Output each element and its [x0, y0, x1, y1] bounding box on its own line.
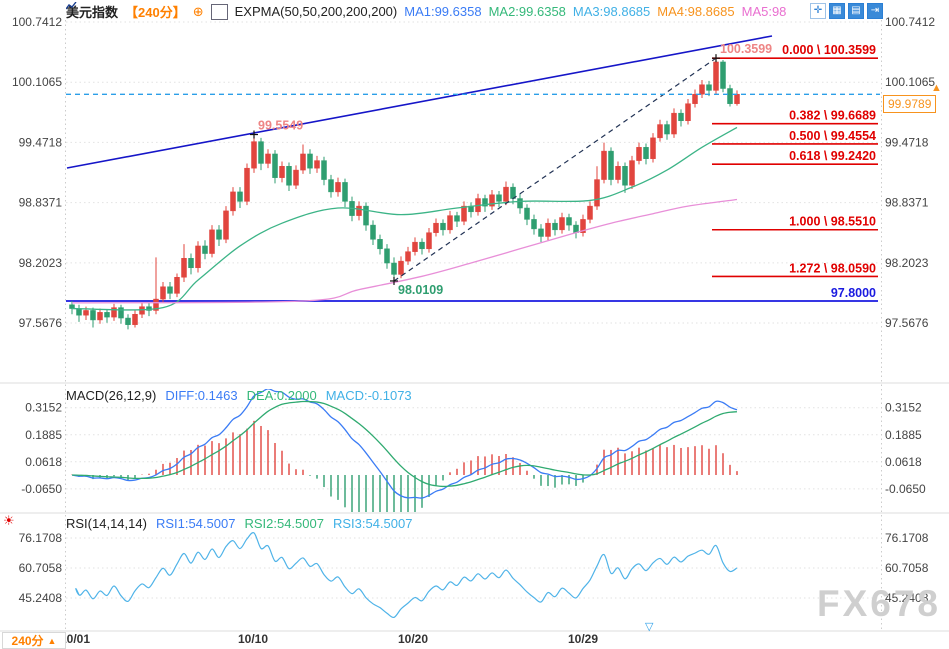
timeframe-arrow-icon: ▲: [47, 635, 57, 646]
svg-text:76.1708: 76.1708: [885, 531, 929, 545]
svg-text:97.5676: 97.5676: [885, 316, 929, 330]
macd-label[interactable]: MACD(26,12,9): [66, 388, 157, 403]
svg-text:98.0109: 98.0109: [398, 283, 443, 297]
svg-text:45.2408: 45.2408: [885, 591, 929, 605]
svg-text:100.7412: 100.7412: [885, 15, 935, 29]
period-label[interactable]: 【240分】: [125, 5, 186, 20]
svg-text:10/29: 10/29: [568, 632, 598, 646]
annotations: 100.3599 99.5549 98.0109: [250, 42, 772, 297]
svg-text:98.2023: 98.2023: [885, 256, 929, 270]
svg-text:0.1885: 0.1885: [25, 428, 62, 442]
crosshair-icon[interactable]: ✛: [810, 3, 826, 19]
price-up-arrow-icon: ▲: [931, 82, 942, 94]
ma1-value: MA1:99.6358: [404, 4, 482, 19]
chart-toolbar: ✛ ▦ ▤ ⇥: [810, 3, 883, 19]
svg-text:0.382 \ 99.6689: 0.382 \ 99.6689: [789, 109, 876, 123]
svg-text:98.8371: 98.8371: [885, 196, 929, 210]
rsi3-value: RSI3:54.5007: [332, 516, 413, 531]
svg-text:45.2408: 45.2408: [19, 591, 63, 605]
svg-text:1.000 \ 98.5510: 1.000 \ 98.5510: [789, 215, 876, 229]
ma4-value: MA4:98.8685: [657, 4, 735, 19]
expma-lines: [71, 126, 738, 311]
sun-indicator-icon[interactable]: ☀: [3, 513, 15, 528]
rsi1-value: RSI1:54.5007: [155, 516, 236, 531]
rsi2-value: RSI2:54.5007: [244, 516, 324, 531]
svg-text:100.3599: 100.3599: [720, 42, 772, 56]
svg-text:1.272 \ 98.0590: 1.272 \ 98.0590: [789, 261, 876, 275]
instrument-title: 美元指数: [66, 5, 119, 20]
svg-text:10/20: 10/20: [398, 632, 428, 646]
svg-text:98.2023: 98.2023: [19, 256, 63, 270]
macd-diff-value: DIFF:0.1463: [165, 388, 238, 403]
macd-header: MACD(26,12,9) DIFF:0.1463 DEA:0.2000 MAC…: [66, 388, 412, 403]
svg-text:0.000 \ 100.3599: 0.000 \ 100.3599: [782, 43, 876, 57]
svg-text:0.618 \ 99.2420: 0.618 \ 99.2420: [789, 149, 876, 163]
axis-scale-icon[interactable]: ▦: [829, 3, 845, 19]
svg-text:97.5676: 97.5676: [19, 316, 63, 330]
ma2-value: MA2:99.6358: [488, 4, 566, 19]
rsi-header: RSI(14,14,14) RSI1:54.5007 RSI2:54.5007 …: [66, 516, 412, 531]
watermark: FX678: [816, 583, 941, 624]
svg-text:0.0618: 0.0618: [25, 455, 62, 469]
ma5-value: MA5:98: [741, 4, 787, 19]
rsi-panel: [75, 531, 738, 619]
svg-text:76.1708: 76.1708: [19, 531, 63, 545]
svg-text:99.5549: 99.5549: [258, 119, 303, 133]
svg-text:0.500 \ 99.4554: 0.500 \ 99.4554: [789, 129, 876, 143]
expma-label[interactable]: EXPMA(50,50,200,200,200): [234, 4, 398, 19]
timeframe-badge[interactable]: 240分 ▲: [2, 632, 66, 649]
candlestick-chart-icon[interactable]: [66, 2, 228, 20]
scroll-marker-icon[interactable]: ▽: [645, 621, 654, 633]
circled-plus-icon[interactable]: ⊕: [192, 3, 204, 19]
candles: [69, 58, 740, 330]
svg-text:99.4718: 99.4718: [19, 135, 63, 149]
date-labels: 10/01 10/10 10/20 10/29: [60, 632, 598, 646]
export-icon[interactable]: ⇥: [867, 3, 883, 19]
svg-text:10/10: 10/10: [238, 632, 268, 646]
current-price-tag: 99.9789: [883, 95, 937, 113]
svg-text:60.7058: 60.7058: [885, 561, 929, 575]
rsi-label[interactable]: RSI(14,14,14): [66, 516, 147, 531]
svg-text:-0.0650: -0.0650: [885, 482, 926, 496]
svg-text:100.1065: 100.1065: [12, 75, 62, 89]
macd-panel: [71, 389, 738, 512]
svg-text:100.1065: 100.1065: [885, 75, 935, 89]
svg-text:60.7058: 60.7058: [19, 561, 63, 575]
svg-text:0.0618: 0.0618: [885, 455, 922, 469]
axis-labels: 100.7412 100.7412 100.1065 100.1065 99.4718 9…: [12, 15, 935, 605]
svg-text:10/01: 10/01: [60, 632, 90, 646]
svg-text:0.3152: 0.3152: [25, 401, 62, 415]
svg-text:99.4718: 99.4718: [885, 135, 929, 149]
svg-text:0.1885: 0.1885: [885, 428, 922, 442]
svg-text:98.8371: 98.8371: [19, 196, 63, 210]
fib-levels: 0.000 \ 100.3599 0.382 \ 99.6689 0.500 \ 9…: [712, 43, 878, 300]
timeframe-label: 240分: [11, 634, 44, 648]
ma3-value: MA3:98.8685: [572, 4, 651, 19]
indicator-panel-icon[interactable]: ▤: [848, 3, 864, 19]
svg-text:-0.0650: -0.0650: [21, 482, 62, 496]
svg-text:97.8000: 97.8000: [831, 286, 876, 300]
svg-text:100.7412: 100.7412: [12, 15, 62, 29]
macd-dea-value: DEA:0.2000: [246, 388, 317, 403]
trend-lines: [66, 35, 773, 282]
svg-text:0.3152: 0.3152: [885, 401, 922, 415]
chart-header: 美元指数 【240分】 ⊕ EXPMA(50,50,200,200,200) M…: [66, 2, 786, 21]
macd-bar-value: MACD:-0.1073: [325, 388, 412, 403]
